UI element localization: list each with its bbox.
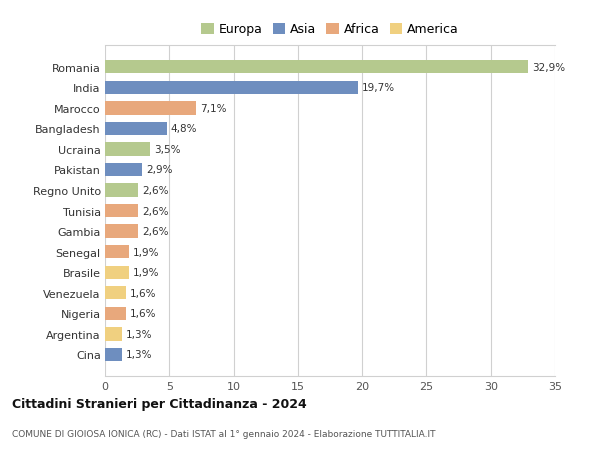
Text: 2,9%: 2,9% (146, 165, 173, 175)
Text: 19,7%: 19,7% (362, 83, 395, 93)
Bar (105, 184, 139, 197)
Text: 2,6%: 2,6% (142, 227, 169, 237)
Text: 4,8%: 4,8% (170, 124, 197, 134)
Bar (105, 307, 125, 320)
Bar (105, 266, 130, 280)
Text: 32,9%: 32,9% (532, 62, 565, 73)
Bar (105, 143, 150, 156)
Bar (105, 61, 528, 74)
Text: Cittadini Stranieri per Cittadinanza - 2024: Cittadini Stranieri per Cittadinanza - 2… (12, 397, 307, 410)
Text: 7,1%: 7,1% (200, 104, 227, 113)
Bar (105, 348, 122, 361)
Bar (105, 163, 142, 177)
Text: 1,9%: 1,9% (133, 247, 160, 257)
Text: 1,6%: 1,6% (130, 309, 156, 319)
Bar (105, 286, 125, 300)
Text: 1,9%: 1,9% (133, 268, 160, 278)
Bar (105, 123, 167, 136)
Bar (105, 81, 358, 95)
Text: COMUNE DI GIOIOSA IONICA (RC) - Dati ISTAT al 1° gennaio 2024 - Elaborazione TUT: COMUNE DI GIOIOSA IONICA (RC) - Dati IST… (12, 429, 436, 438)
Bar (105, 102, 196, 115)
Bar (105, 204, 139, 218)
Bar (105, 225, 139, 238)
Bar (105, 328, 122, 341)
Bar (105, 246, 130, 259)
Text: 2,6%: 2,6% (142, 206, 169, 216)
Legend: Europa, Asia, Africa, America: Europa, Asia, Africa, America (201, 23, 459, 36)
Text: 2,6%: 2,6% (142, 185, 169, 196)
Text: 1,3%: 1,3% (125, 329, 152, 339)
Text: 1,3%: 1,3% (125, 350, 152, 360)
Text: 1,6%: 1,6% (130, 288, 156, 298)
Text: 3,5%: 3,5% (154, 145, 181, 155)
